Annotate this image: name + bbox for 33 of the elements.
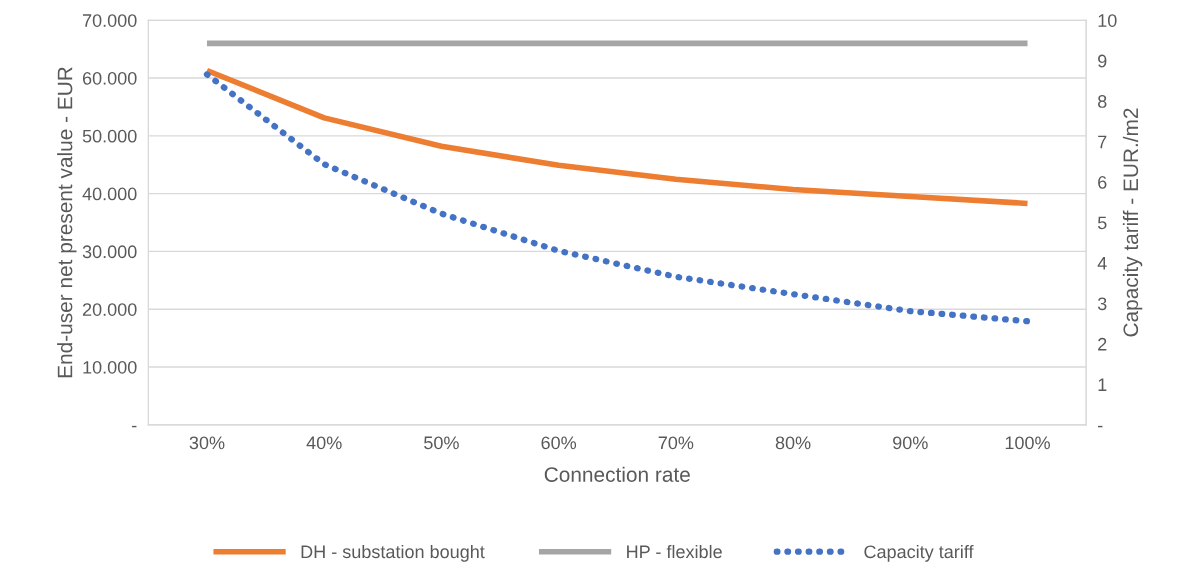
y-tick-label: 50.000 <box>82 129 137 143</box>
x-tick-label: 50% <box>424 436 459 450</box>
y2-tick-label: 5 <box>1097 216 1107 230</box>
x-tick-label: 70% <box>658 436 694 450</box>
x-tick-label: 90% <box>893 436 928 450</box>
y-tick-label: 10.000 <box>83 360 137 374</box>
x-tick-label: 60% <box>541 436 577 450</box>
y2-axis-title: Capacity tariff - EUR./m2 <box>1122 108 1143 337</box>
y-tick-label: - <box>132 425 137 428</box>
y-axis-title: End-user net present value - EUR <box>57 67 77 378</box>
legend-label: HP - flexible <box>627 544 722 559</box>
y-tick-label: 30.000 <box>82 245 137 259</box>
legend-label: DH - substation bought <box>301 544 485 562</box>
y-tick-label: 20.000 <box>82 303 137 316</box>
y2-tick-label: 6 <box>1098 176 1107 189</box>
x-axis-title: Connection rate <box>544 466 690 482</box>
y2-tick-label: 8 <box>1098 95 1107 108</box>
y2-tick-label: 10 <box>1098 14 1117 27</box>
y-tick-label: 70.000 <box>82 14 137 27</box>
y2-tick-label: 3 <box>1097 297 1107 311</box>
y2-tick-label: 7 <box>1098 135 1107 149</box>
y2-tick-label: 1 <box>1098 378 1107 391</box>
x-tick-label: 30% <box>189 436 225 450</box>
x-tick-label: 100% <box>1005 436 1050 450</box>
legend-label: Capacity tariff <box>864 544 974 562</box>
y2-tick-label: 9 <box>1098 54 1107 68</box>
y2-tick-label: - <box>1098 425 1103 428</box>
y-tick-label: 60.000 <box>82 71 137 85</box>
x-tick-label: 80% <box>775 436 811 450</box>
x-tick-label: 40% <box>306 436 342 450</box>
y2-tick-label: 2 <box>1098 337 1107 351</box>
y-tick-label: 40.000 <box>82 187 137 201</box>
y2-tick-label: 4 <box>1097 257 1107 270</box>
